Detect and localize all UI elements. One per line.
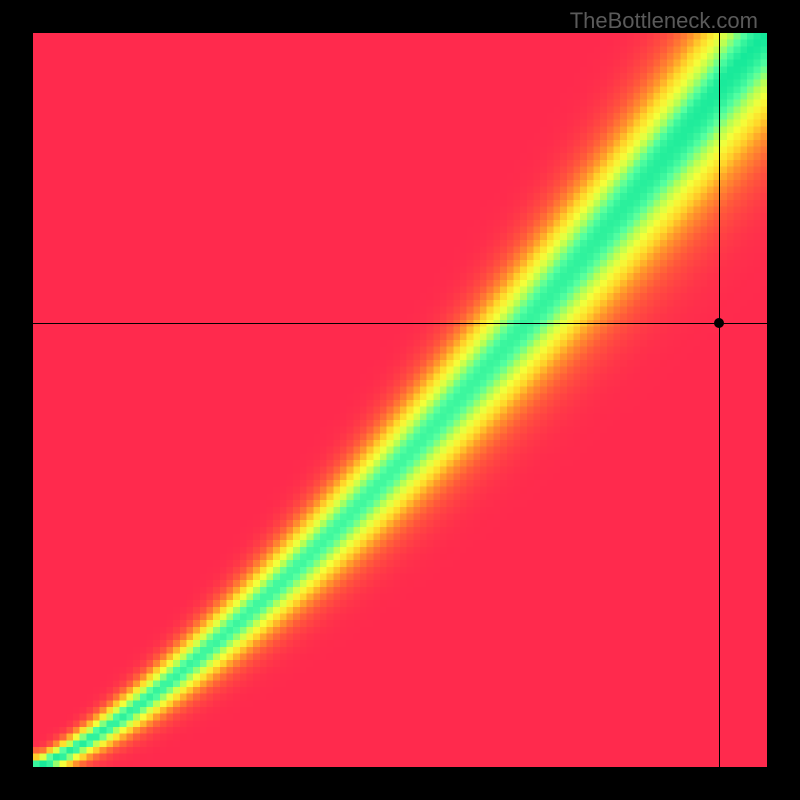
- chart-container: TheBottleneck.com: [0, 0, 800, 800]
- crosshair-vertical: [719, 33, 720, 767]
- watermark-text: TheBottleneck.com: [570, 8, 758, 34]
- crosshair-horizontal: [33, 323, 767, 324]
- bottleneck-heatmap: [33, 33, 767, 767]
